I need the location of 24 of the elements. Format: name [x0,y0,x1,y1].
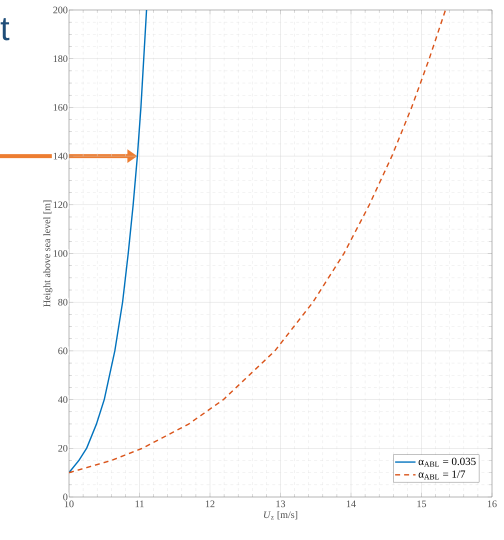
x-tick-label: 15 [417,500,426,508]
line-series [69,10,446,474]
y-tick-label: 200 [53,6,68,14]
x-tick-label: 11 [136,500,144,508]
text: t [0,18,10,40]
y-tick-label: 40 [58,396,68,403]
y-tick-label: 60 [58,348,68,354]
y-tick-label: 120 [54,201,68,208]
y-tick-label: 160 [54,104,68,111]
y-tick-label: 100 [54,250,68,257]
x-tick-label: 12 [206,500,214,508]
legend-label: α$_{ABL}$ = 0.035 [418,458,476,467]
x-tick-label: 10 [64,500,74,508]
y-axis-title: Height above sea level [m] [43,200,52,307]
x-tick-label: 13 [276,500,286,508]
y-tick-label: 80 [58,298,68,306]
legend-label: α$_{ABL}$ = 1/7 [418,470,466,480]
y-tick-label: 180 [54,55,68,62]
y-tick-label: 140 [54,152,68,160]
x-axis-title: U$_{z}$ [m/s] [264,511,298,520]
x-tick-label: 14 [346,500,356,508]
y-tick-label: 0 [63,494,68,500]
x-tick-label: 16 [488,500,497,508]
y-tick-label: 20 [58,444,68,452]
